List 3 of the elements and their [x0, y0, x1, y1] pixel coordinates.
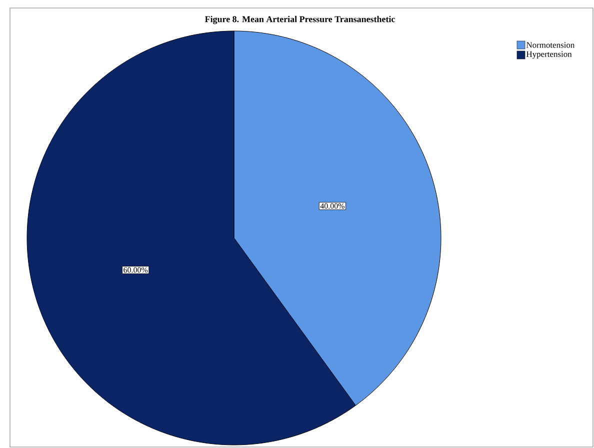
- legend-label: Normotension: [526, 42, 575, 48]
- chart-title: Figure 8. Mean Arterial Pressure Transanesthetic: [204, 16, 395, 24]
- legend-label: Hypertension: [526, 51, 572, 59]
